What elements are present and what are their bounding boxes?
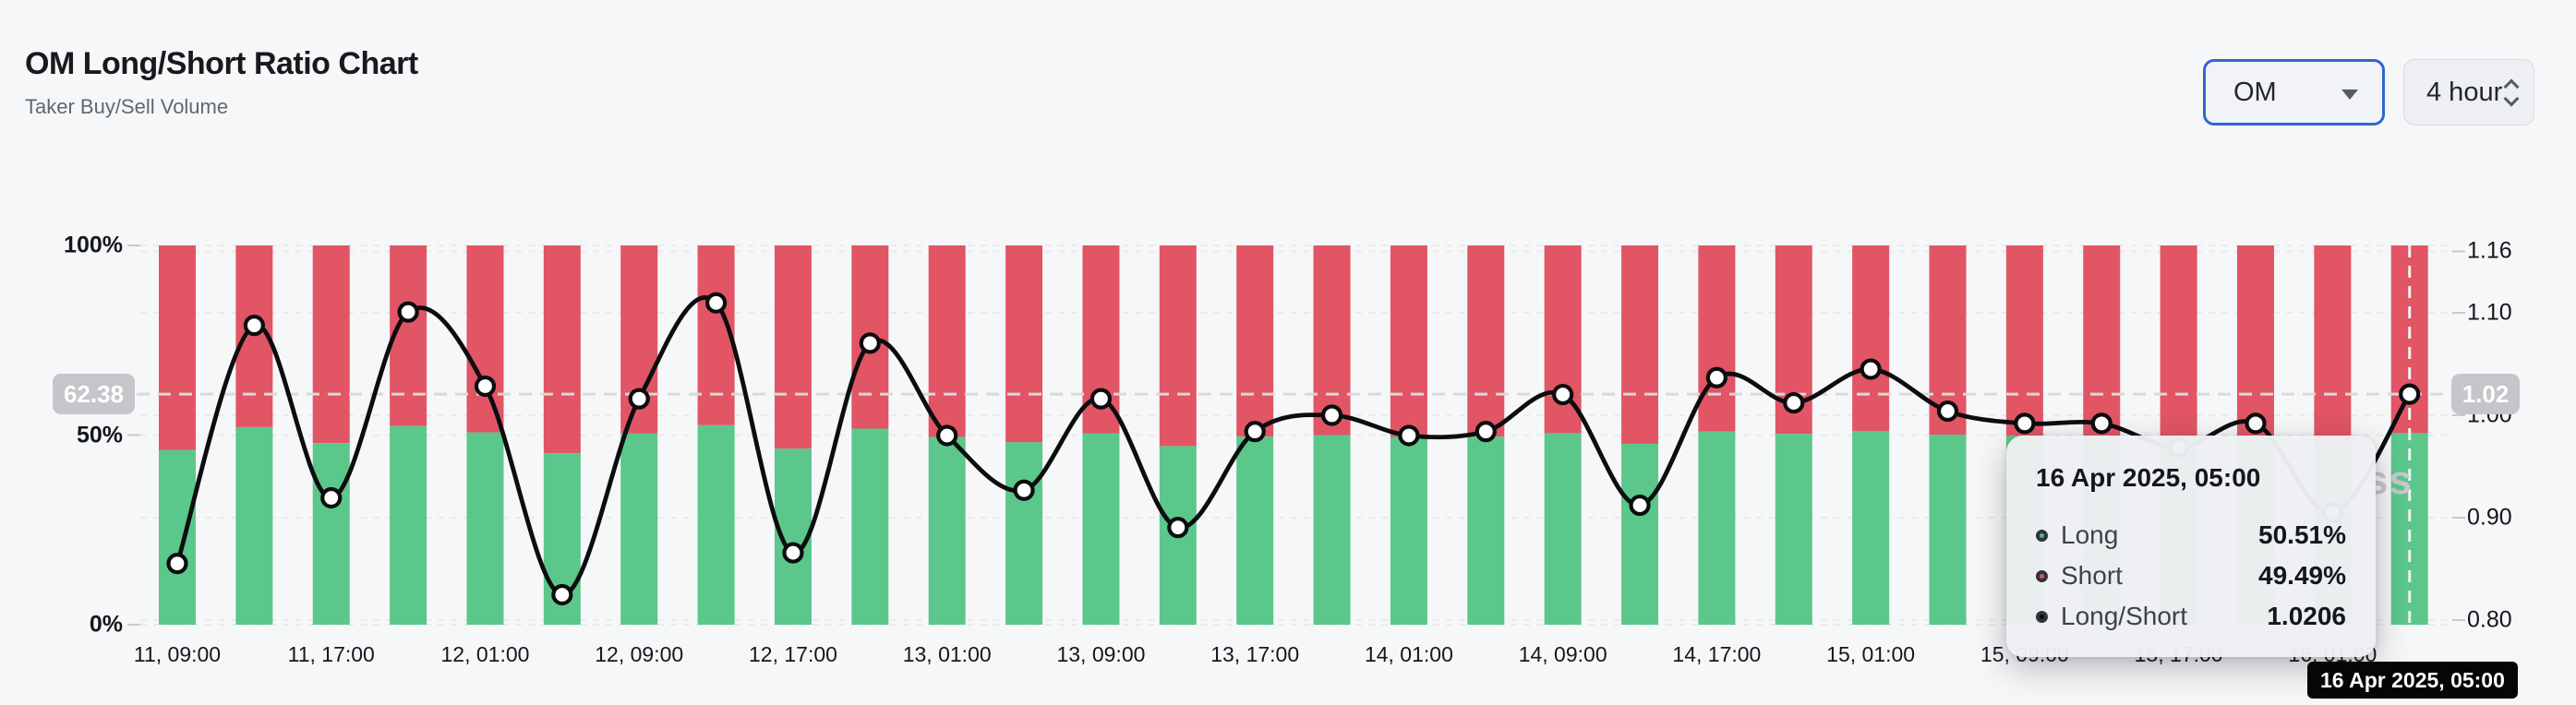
- tooltip-row-long: Long 50.51%: [2036, 515, 2346, 556]
- short-bar-segment[interactable]: [543, 245, 581, 454]
- long-bar-segment[interactable]: [1698, 431, 1736, 625]
- ratio-point-dot[interactable]: [1705, 366, 1728, 388]
- ratio-point-dot[interactable]: [1860, 358, 1882, 380]
- short-bar-segment[interactable]: [466, 245, 504, 433]
- ratio-point-dot[interactable]: [1167, 517, 1189, 539]
- long-bar-segment[interactable]: [1467, 436, 1505, 625]
- short-bar-segment[interactable]: [2314, 245, 2352, 445]
- ratio-point-dot[interactable]: [1475, 421, 1497, 443]
- short-bar-segment[interactable]: [159, 245, 196, 450]
- ratio-point-dot[interactable]: [2245, 412, 2267, 435]
- ratio-point-dot[interactable]: [936, 424, 958, 447]
- ratio-point-dot[interactable]: [1089, 388, 1113, 410]
- long-dot-icon: [2036, 529, 2048, 542]
- symbol-select-value: OM: [2233, 77, 2277, 107]
- ratio-point-dot[interactable]: [628, 388, 650, 410]
- short-bar-segment[interactable]: [2005, 245, 2043, 436]
- ratio-point-dot[interactable]: [397, 301, 419, 323]
- short-bar-segment[interactable]: [1005, 245, 1043, 443]
- ratio-point-dot[interactable]: [859, 332, 881, 354]
- short-bar-segment[interactable]: [2236, 245, 2274, 436]
- long-bar-segment[interactable]: [1544, 433, 1582, 625]
- symbol-select[interactable]: OM: [2203, 59, 2385, 125]
- ratio-point-dot[interactable]: [2399, 383, 2421, 405]
- short-dot-icon: [2036, 569, 2048, 582]
- short-bar-segment[interactable]: [1313, 245, 1351, 436]
- ratio-point-dot[interactable]: [551, 583, 573, 606]
- interval-select[interactable]: 4 hour: [2403, 59, 2534, 125]
- ratio-point-dot[interactable]: [1552, 383, 1574, 406]
- long-bar-segment[interactable]: [466, 432, 504, 625]
- long-bar-segment[interactable]: [390, 425, 427, 625]
- tooltip-title: 16 Apr 2025, 05:00: [2036, 463, 2261, 492]
- short-bar-segment[interactable]: [1621, 245, 1659, 444]
- ratio-point-dot[interactable]: [243, 315, 265, 337]
- ratio-point-dot[interactable]: [1398, 424, 1420, 447]
- ratio-point-dot[interactable]: [1013, 479, 1035, 501]
- interval-select-value: 4 hour: [2426, 77, 2503, 107]
- long-bar-segment[interactable]: [851, 428, 889, 625]
- ratio-point-dot[interactable]: [1936, 400, 1959, 423]
- short-bar-segment[interactable]: [1390, 245, 1427, 437]
- short-bar-segment[interactable]: [1159, 245, 1197, 447]
- crosshair-left-badge: 62.38: [53, 374, 135, 414]
- page-subtitle: Taker Buy/Sell Volume: [25, 95, 229, 118]
- crosshair-date-badge: 16 Apr 2025, 05:00: [2307, 662, 2518, 699]
- tooltip-short-label: Short: [2061, 561, 2123, 590]
- ratio-point-dot[interactable]: [1629, 494, 1651, 517]
- long-bar-segment[interactable]: [312, 443, 350, 625]
- long-bar-segment[interactable]: [1082, 433, 1120, 625]
- caret-down-icon: [2341, 89, 2358, 100]
- chart-controls: OM 4 hour: [2203, 59, 2534, 125]
- long-bar-segment[interactable]: [697, 424, 735, 625]
- long-short-dot-icon: [2036, 610, 2048, 623]
- long-bar-segment[interactable]: [1313, 435, 1351, 626]
- short-bar-segment[interactable]: [312, 245, 350, 444]
- ratio-point-dot[interactable]: [1244, 421, 1266, 443]
- crosshair-right-badge: 1.02: [2451, 374, 2520, 414]
- long-bar-segment[interactable]: [928, 436, 966, 625]
- header: OM Long/Short Ratio Chart Taker Buy/Sell…: [25, 46, 418, 119]
- tooltip-short-value: 49.49%: [2258, 561, 2346, 590]
- short-bar-segment[interactable]: [1467, 245, 1505, 437]
- long-bar-segment[interactable]: [1005, 442, 1043, 625]
- tooltip-ratio-value: 1.0206: [2267, 602, 2346, 630]
- short-bar-segment[interactable]: [1698, 245, 1736, 432]
- ratio-point-dot[interactable]: [1783, 391, 1805, 414]
- tooltip-row-ratio: Long/Short 1.0206: [2036, 596, 2346, 637]
- short-bar-segment[interactable]: [1852, 245, 1890, 431]
- short-bar-segment[interactable]: [774, 245, 812, 449]
- long-bar-segment[interactable]: [1852, 430, 1890, 625]
- ratio-point-dot[interactable]: [166, 553, 188, 575]
- ratio-point-dot[interactable]: [2090, 412, 2113, 435]
- long-bar-segment[interactable]: [1929, 435, 1967, 625]
- ratio-point-dot[interactable]: [320, 486, 343, 509]
- long-bar-segment[interactable]: [1775, 434, 1812, 625]
- tooltip-ratio-label: Long/Short: [2061, 602, 2187, 630]
- ratio-point-dot[interactable]: [474, 375, 497, 398]
- tooltip-row-short: Short 49.49%: [2036, 556, 2346, 596]
- tooltip-long-value: 50.51%: [2258, 520, 2346, 549]
- long-bar-segment[interactable]: [620, 433, 658, 625]
- tooltip-long-label: Long: [2061, 520, 2119, 549]
- long-bar-segment[interactable]: [1236, 436, 1274, 625]
- long-bar-segment[interactable]: [159, 449, 196, 625]
- short-bar-segment[interactable]: [2083, 245, 2121, 436]
- page-title: OM Long/Short Ratio Chart: [25, 46, 418, 81]
- ratio-point-dot[interactable]: [782, 542, 804, 564]
- ratio-point-dot[interactable]: [2014, 412, 2036, 435]
- chart-tooltip: 16 Apr 2025, 05:00 Long 50.51% Short 49.…: [2006, 436, 2376, 657]
- ratio-point-dot[interactable]: [704, 292, 728, 314]
- long-bar-segment[interactable]: [235, 426, 273, 625]
- chevron-up-down-icon: [2503, 78, 2520, 106]
- short-bar-segment[interactable]: [2160, 245, 2197, 438]
- short-bar-segment[interactable]: [1236, 245, 1274, 437]
- long-bar-segment[interactable]: [1390, 436, 1427, 625]
- ratio-point-dot[interactable]: [1320, 404, 1343, 426]
- short-bar-segment[interactable]: [928, 245, 966, 437]
- long-bar-segment[interactable]: [1621, 443, 1659, 625]
